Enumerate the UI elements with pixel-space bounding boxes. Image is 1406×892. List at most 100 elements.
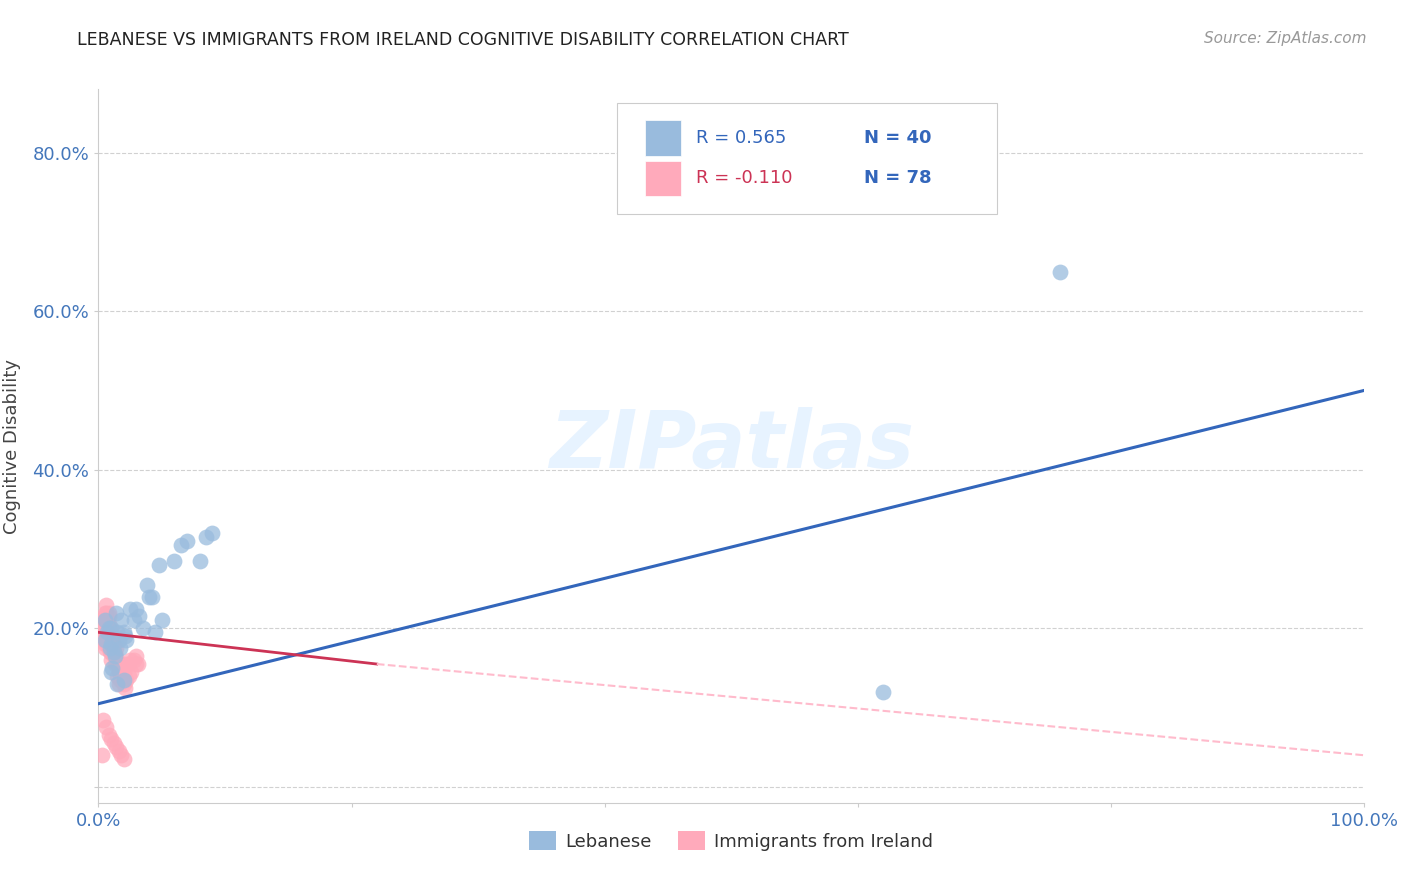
Immigrants from Ireland [105, 641, 128, 656]
Immigrants from Ireland [94, 614, 117, 628]
Lebanese [176, 534, 198, 549]
Lebanese [194, 530, 218, 544]
Immigrants from Ireland [107, 669, 129, 683]
Lebanese [110, 614, 132, 628]
Immigrants from Ireland [97, 606, 120, 620]
Lebanese [93, 633, 117, 648]
Immigrants from Ireland [94, 721, 117, 735]
Immigrants from Ireland [115, 673, 138, 687]
Bar [645, 161, 681, 196]
Immigrants from Ireland [118, 669, 141, 683]
Immigrants from Ireland [90, 629, 112, 643]
Lebanese [120, 601, 141, 615]
Immigrants from Ireland [107, 744, 129, 758]
Lebanese [169, 538, 191, 552]
Text: Source: ZipAtlas.com: Source: ZipAtlas.com [1204, 31, 1367, 46]
Immigrants from Ireland [103, 736, 125, 750]
Immigrants from Ireland [107, 665, 129, 679]
Lebanese [112, 673, 135, 687]
Immigrants from Ireland [91, 625, 114, 640]
Immigrants from Ireland [94, 606, 117, 620]
Immigrants from Ireland [93, 606, 117, 620]
Immigrants from Ireland [96, 621, 118, 635]
Immigrants from Ireland [93, 633, 115, 648]
Immigrants from Ireland [97, 609, 120, 624]
Immigrants from Ireland [93, 713, 115, 727]
Text: N = 40: N = 40 [863, 128, 932, 146]
Text: LEBANESE VS IMMIGRANTS FROM IRELAND COGNITIVE DISABILITY CORRELATION CHART: LEBANESE VS IMMIGRANTS FROM IRELAND COGN… [77, 31, 849, 49]
Immigrants from Ireland [127, 657, 149, 671]
Text: N = 78: N = 78 [863, 169, 932, 187]
Immigrants from Ireland [105, 740, 128, 755]
Lebanese [135, 578, 157, 592]
Lebanese [114, 629, 136, 643]
Immigrants from Ireland [94, 598, 117, 612]
Immigrants from Ireland [104, 649, 127, 664]
Immigrants from Ireland [91, 617, 114, 632]
Immigrants from Ireland [112, 665, 135, 679]
Lebanese [188, 554, 211, 568]
Lebanese [138, 590, 160, 604]
Immigrants from Ireland [100, 637, 122, 651]
Text: R = -0.110: R = -0.110 [696, 169, 792, 187]
Immigrants from Ireland [100, 653, 122, 667]
Immigrants from Ireland [122, 653, 145, 667]
Lebanese [141, 590, 163, 604]
Immigrants from Ireland [125, 649, 148, 664]
Lebanese [148, 558, 170, 572]
Lebanese [107, 625, 129, 640]
Lebanese [201, 526, 224, 541]
Immigrants from Ireland [93, 625, 115, 640]
Lebanese [97, 621, 120, 635]
Lebanese [122, 614, 145, 628]
Immigrants from Ireland [100, 633, 122, 648]
Immigrants from Ireland [97, 641, 120, 656]
Immigrants from Ireland [103, 637, 125, 651]
Lebanese [115, 633, 138, 648]
Immigrants from Ireland [94, 625, 117, 640]
Lebanese [100, 621, 122, 635]
Immigrants from Ireland [96, 625, 118, 640]
Immigrants from Ireland [112, 677, 135, 691]
Immigrants from Ireland [110, 748, 132, 763]
Immigrants from Ireland [93, 621, 115, 635]
Immigrants from Ireland [108, 673, 131, 687]
Immigrants from Ireland [96, 633, 118, 648]
Lebanese [163, 554, 186, 568]
Immigrants from Ireland [111, 673, 134, 687]
Lebanese [96, 625, 118, 640]
Immigrants from Ireland [101, 633, 124, 648]
Immigrants from Ireland [107, 677, 129, 691]
Immigrants from Ireland [112, 752, 135, 766]
Bar [645, 120, 681, 155]
Lebanese [93, 614, 117, 628]
Immigrants from Ireland [110, 669, 132, 683]
Lebanese [132, 621, 155, 635]
Immigrants from Ireland [97, 728, 120, 742]
Immigrants from Ireland [117, 657, 139, 671]
Immigrants from Ireland [125, 657, 148, 671]
Immigrants from Ireland [93, 609, 117, 624]
Immigrants from Ireland [101, 645, 124, 659]
Lebanese [128, 609, 150, 624]
Immigrants from Ireland [107, 657, 129, 671]
Legend: Lebanese, Immigrants from Ireland: Lebanese, Immigrants from Ireland [522, 824, 941, 858]
Lebanese [145, 625, 166, 640]
Immigrants from Ireland [115, 657, 138, 671]
Immigrants from Ireland [107, 657, 129, 671]
Lebanese [112, 625, 135, 640]
Immigrants from Ireland [103, 649, 125, 664]
Lebanese [104, 649, 127, 664]
Lebanese [107, 677, 129, 691]
Lebanese [108, 641, 131, 656]
Text: ZIPatlas: ZIPatlas [548, 407, 914, 485]
Immigrants from Ireland [97, 625, 120, 640]
Immigrants from Ireland [103, 641, 125, 656]
Immigrants from Ireland [93, 637, 117, 651]
Lebanese [150, 614, 173, 628]
Immigrants from Ireland [93, 641, 117, 656]
Immigrants from Ireland [100, 645, 122, 659]
Y-axis label: Cognitive Disability: Cognitive Disability [3, 359, 21, 533]
Immigrants from Ireland [100, 625, 122, 640]
Immigrants from Ireland [105, 649, 128, 664]
